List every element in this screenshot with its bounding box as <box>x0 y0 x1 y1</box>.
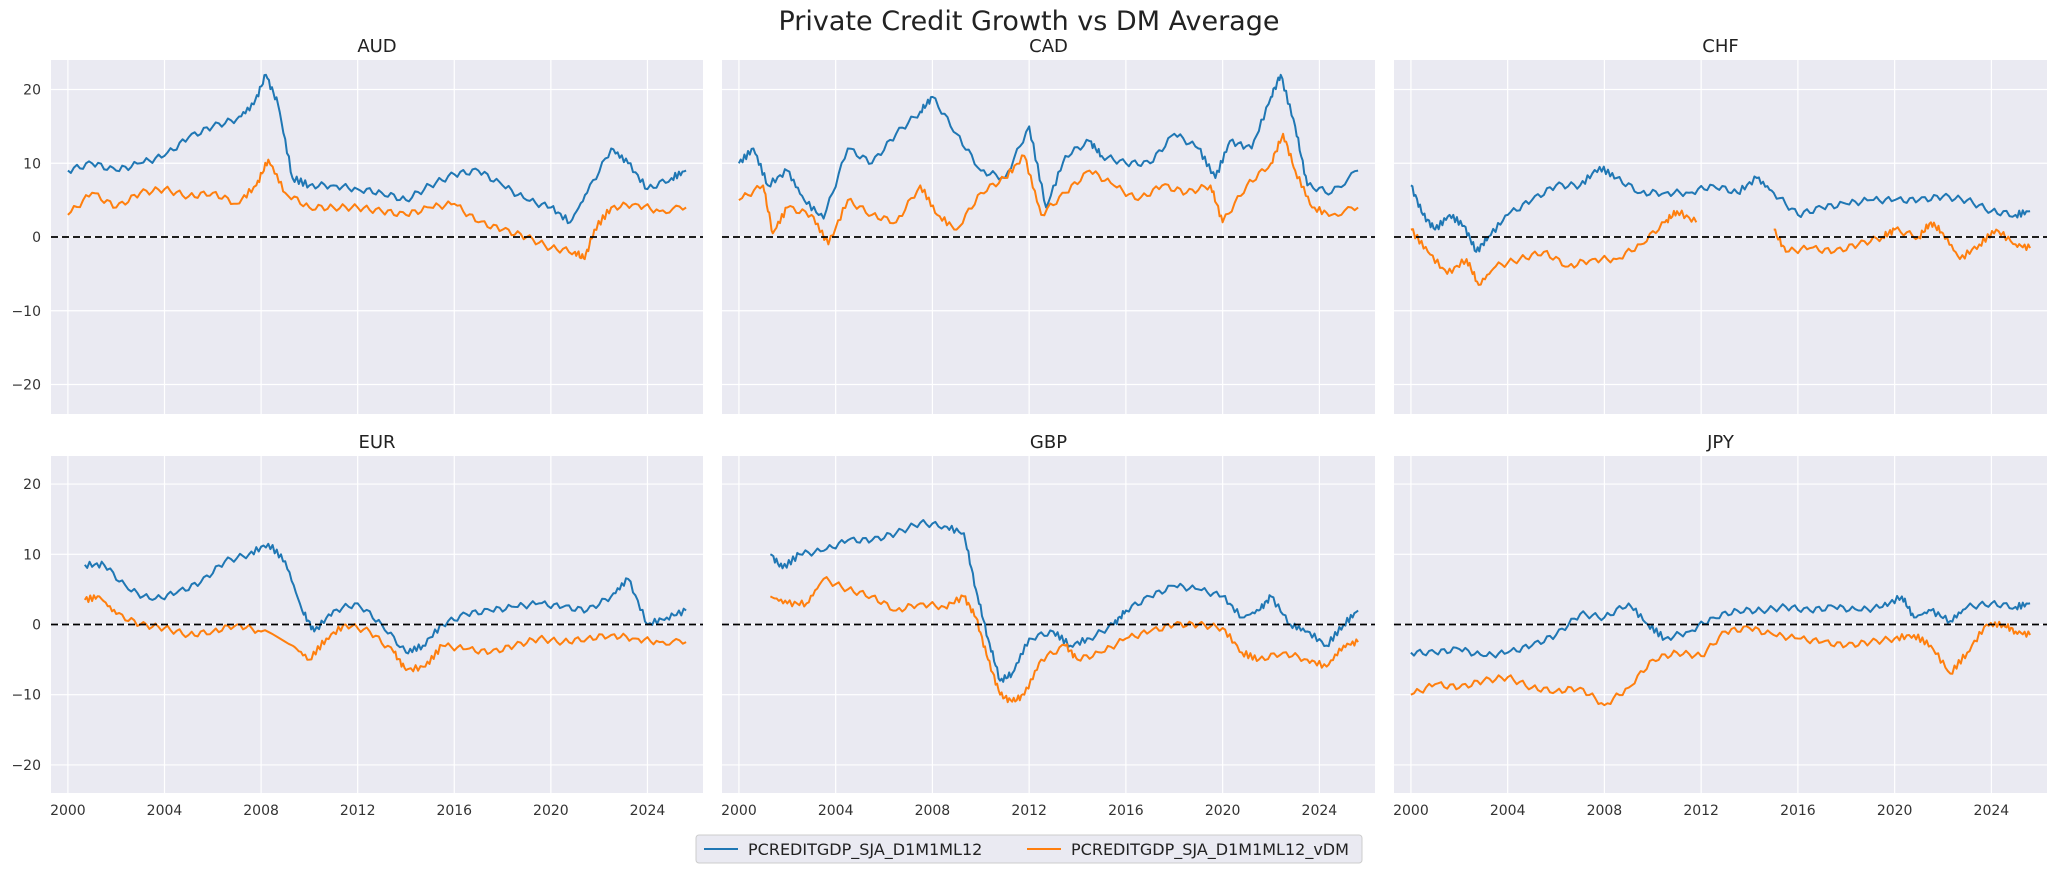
x-tick-label: 2008 <box>243 803 279 819</box>
panel-gbp: GBP 2000 2004 2008 2012 2016 2020 2024 <box>721 432 1375 819</box>
series-line-base <box>1410 595 2031 659</box>
panel-title-chf: CHF <box>1702 36 1738 57</box>
legend-label-series1: PCREDITGDP_SJA_D1M1ML12 <box>748 840 982 860</box>
series-line-vdm <box>83 594 687 673</box>
x-tick-label: 2012 <box>1011 803 1047 819</box>
panel-title-gbp: GBP <box>1030 432 1067 453</box>
x-tick-label: 2020 <box>1205 803 1241 819</box>
panel-jpy: JPY 2000 2004 2008 2012 2016 2020 2024 <box>1393 432 2047 819</box>
series-line-vdm <box>67 158 687 261</box>
x-tick-label: 2004 <box>1490 803 1526 819</box>
x-tick-label: 2016 <box>1108 803 1144 819</box>
series-line-base <box>769 519 1359 683</box>
y-tick-label: 20 <box>23 83 41 99</box>
x-tick-label: 2000 <box>721 803 757 819</box>
x-tick-label: 2020 <box>533 803 569 819</box>
panel-title-aud: AUD <box>357 36 396 57</box>
x-tick-label: 2008 <box>1587 803 1623 819</box>
x-tick-label: 2012 <box>340 803 376 819</box>
panel-aud: AUD −20 −10 0 10 20 <box>11 36 703 414</box>
y-tick-label: 0 <box>32 618 41 634</box>
y-tick-label: −10 <box>11 688 41 704</box>
panel-title-cad: CAD <box>1029 36 1068 57</box>
x-tick-label: 2000 <box>50 803 86 819</box>
y-tick-label: 10 <box>23 547 41 563</box>
y-tick-label: −20 <box>11 378 41 394</box>
x-tick-label: 2008 <box>915 803 951 819</box>
x-tick-label: 2024 <box>1974 803 2010 819</box>
series-line-vdm <box>1773 221 2031 261</box>
x-tick-label: 2024 <box>630 803 666 819</box>
panel-title-eur: EUR <box>358 432 395 453</box>
series-line-vdm <box>1410 209 1698 286</box>
x-tick-label: 2024 <box>1302 803 1338 819</box>
x-tick-label: 2016 <box>1780 803 1816 819</box>
x-tick-label: 2020 <box>1877 803 1913 819</box>
y-tick-label: 20 <box>23 477 41 493</box>
series-line-vdm <box>769 576 1359 704</box>
x-tick-label: 2000 <box>1393 803 1429 819</box>
panel-chf: CHF <box>1394 36 2047 414</box>
y-tick-label: −20 <box>11 758 41 774</box>
series-line-base <box>1410 165 2031 253</box>
series-line-base <box>737 73 1359 220</box>
panel-eur: EUR −20 −10 0 10 20 2000 2004 2008 2012 2016 2020 20… <box>11 432 703 819</box>
legend-label-series2: PCREDITGDP_SJA_D1M1ML12_vDM <box>1071 840 1349 860</box>
y-tick-label: 0 <box>32 230 41 246</box>
y-tick-label: 10 <box>23 156 41 172</box>
panels-group: AUD −20 −10 0 10 20 CAD CHF EUR −20 −10 0 10 20 2000 20… <box>11 36 2047 819</box>
x-tick-label: 2012 <box>1683 803 1719 819</box>
x-tick-label: 2004 <box>818 803 854 819</box>
panel-cad: CAD <box>722 36 1375 414</box>
series-line-base <box>67 73 687 225</box>
x-tick-label: 2016 <box>436 803 472 819</box>
series-line-vdm <box>1410 620 2031 707</box>
y-tick-label: −10 <box>11 304 41 320</box>
panel-title-jpy: JPY <box>1706 432 1735 453</box>
legend: PCREDITGDP_SJA_D1M1ML12 PCREDITGDP_SJA_D… <box>695 834 1363 864</box>
series-line-vdm <box>738 132 1359 246</box>
x-tick-label: 2004 <box>147 803 183 819</box>
chart-title: Private Credit Growth vs DM Average <box>779 6 1280 37</box>
